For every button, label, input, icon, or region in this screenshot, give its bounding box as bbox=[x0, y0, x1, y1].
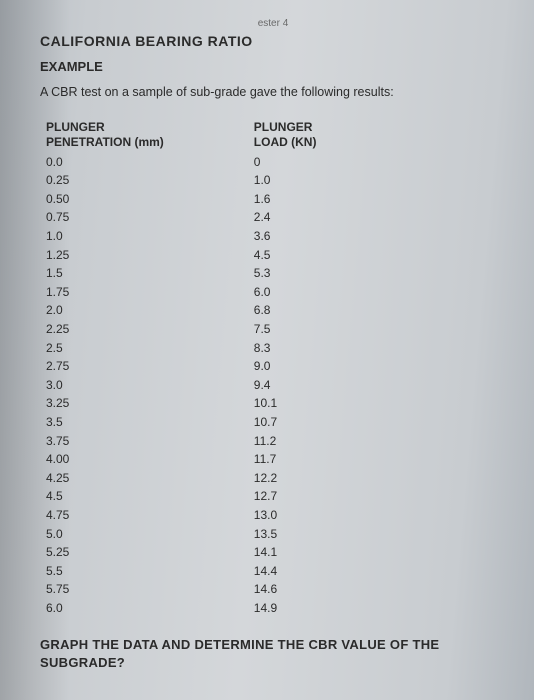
load-value: 4.5 bbox=[254, 246, 317, 265]
load-value: 12.2 bbox=[254, 469, 317, 488]
doc-title: CALIFORNIA BEARING RATIO bbox=[40, 33, 506, 49]
penetration-value: 5.75 bbox=[46, 580, 164, 599]
load-value: 9.0 bbox=[254, 357, 317, 376]
penetration-value: 5.0 bbox=[46, 525, 164, 544]
penetration-value: 2.0 bbox=[46, 301, 164, 320]
penetration-value: 2.5 bbox=[46, 339, 164, 358]
load-value: 1.0 bbox=[254, 171, 317, 190]
penetration-value: 6.0 bbox=[46, 599, 164, 618]
load-value: 13.5 bbox=[254, 525, 317, 544]
load-value: 5.3 bbox=[254, 264, 317, 283]
load-value: 11.2 bbox=[254, 432, 317, 451]
doc-subtitle: EXAMPLE bbox=[40, 59, 506, 74]
penetration-value: 3.0 bbox=[46, 376, 164, 395]
load-value: 10.7 bbox=[254, 413, 317, 432]
load-value: 13.0 bbox=[254, 506, 317, 525]
penetration-value: 0.50 bbox=[46, 190, 164, 209]
load-value: 14.6 bbox=[254, 580, 317, 599]
penetration-header: PLUNGER PENETRATION (mm) bbox=[46, 120, 164, 151]
penetration-value: 1.75 bbox=[46, 283, 164, 302]
penetration-value: 1.5 bbox=[46, 264, 164, 283]
intro-text: A CBR test on a sample of sub-grade gave… bbox=[40, 84, 506, 102]
penetration-value: 4.75 bbox=[46, 506, 164, 525]
penetration-value: 4.00 bbox=[46, 450, 164, 469]
load-value: 6.8 bbox=[254, 301, 317, 320]
penetration-value: 2.75 bbox=[46, 357, 164, 376]
question-text: GRAPH THE DATA AND DETERMINE THE CBR VAL… bbox=[40, 636, 506, 672]
penetration-value: 1.0 bbox=[46, 227, 164, 246]
page-header-fragment: ester 4 bbox=[40, 18, 506, 29]
penetration-value: 3.75 bbox=[46, 432, 164, 451]
data-table: PLUNGER PENETRATION (mm) 0.00.250.500.75… bbox=[46, 120, 506, 618]
load-value: 6.0 bbox=[254, 283, 317, 302]
load-value: 14.4 bbox=[254, 562, 317, 581]
penetration-value: 4.5 bbox=[46, 487, 164, 506]
penetration-value: 0.75 bbox=[46, 208, 164, 227]
penetration-value: 5.25 bbox=[46, 543, 164, 562]
penetration-value: 1.25 bbox=[46, 246, 164, 265]
load-value: 8.3 bbox=[254, 339, 317, 358]
load-value: 14.1 bbox=[254, 543, 317, 562]
load-value: 3.6 bbox=[254, 227, 317, 246]
load-value: 12.7 bbox=[254, 487, 317, 506]
penetration-value: 3.25 bbox=[46, 394, 164, 413]
load-value: 2.4 bbox=[254, 208, 317, 227]
load-column: PLUNGER LOAD (KN) 01.01.62.43.64.55.36.0… bbox=[254, 120, 317, 618]
penetration-value: 3.5 bbox=[46, 413, 164, 432]
load-value: 14.9 bbox=[254, 599, 317, 618]
penetration-value: 0.0 bbox=[46, 153, 164, 172]
load-value: 9.4 bbox=[254, 376, 317, 395]
load-value: 11.7 bbox=[254, 450, 317, 469]
penetration-value: 2.25 bbox=[46, 320, 164, 339]
load-value: 10.1 bbox=[254, 394, 317, 413]
penetration-value: 4.25 bbox=[46, 469, 164, 488]
penetration-value: 5.5 bbox=[46, 562, 164, 581]
penetration-value: 0.25 bbox=[46, 171, 164, 190]
load-value: 0 bbox=[254, 153, 317, 172]
penetration-column: PLUNGER PENETRATION (mm) 0.00.250.500.75… bbox=[46, 120, 164, 618]
load-header: PLUNGER LOAD (KN) bbox=[254, 120, 317, 151]
load-value: 1.6 bbox=[254, 190, 317, 209]
load-value: 7.5 bbox=[254, 320, 317, 339]
